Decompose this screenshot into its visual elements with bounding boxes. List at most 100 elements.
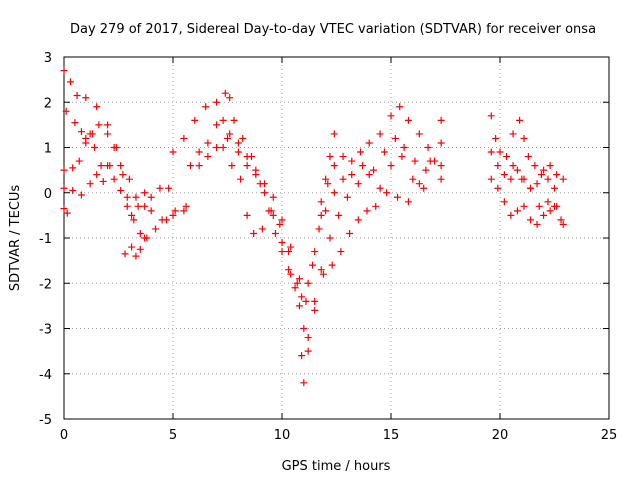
data-point — [202, 103, 210, 111]
data-point — [398, 153, 406, 161]
data-point — [520, 134, 528, 142]
data-point — [77, 128, 85, 136]
data-point — [513, 207, 521, 215]
data-point — [180, 134, 188, 142]
series-arc-5 — [60, 205, 71, 217]
data-point — [267, 207, 275, 215]
x-tick-label: 5 — [169, 428, 177, 443]
data-point — [387, 112, 395, 120]
data-point — [141, 189, 149, 197]
data-point — [509, 130, 517, 138]
data-point — [553, 171, 561, 179]
data-point — [291, 284, 299, 292]
x-tick-labels: 0 5 10 15 20 25 — [60, 428, 617, 443]
data-point — [132, 252, 140, 260]
data-point — [335, 211, 343, 219]
data-point — [415, 180, 423, 188]
data-point — [309, 261, 317, 269]
data-point — [97, 162, 105, 170]
data-point — [533, 180, 541, 188]
data-point — [376, 130, 384, 138]
data-point — [125, 175, 133, 183]
data-point — [324, 180, 332, 188]
data-point — [136, 229, 144, 237]
data-point — [82, 94, 90, 102]
data-point — [400, 144, 408, 151]
data-point — [104, 121, 112, 129]
data-point — [60, 184, 68, 192]
data-point — [387, 162, 395, 170]
data-point — [326, 153, 334, 161]
data-point — [278, 248, 286, 256]
data-point — [346, 229, 354, 237]
y-tick-label: -4 — [39, 368, 52, 383]
data-point — [141, 202, 149, 210]
data-point — [285, 266, 293, 274]
data-point — [226, 94, 234, 102]
data-point — [298, 293, 306, 301]
data-point — [295, 275, 303, 283]
data-point — [546, 162, 554, 170]
data-point — [123, 193, 131, 201]
data-point — [213, 98, 221, 106]
data-point — [559, 175, 567, 183]
data-point — [354, 216, 362, 224]
data-point — [71, 119, 79, 127]
data-point — [311, 306, 319, 314]
x-tick-label: 10 — [274, 428, 291, 443]
data-point — [243, 153, 251, 161]
data-point — [437, 139, 445, 147]
data-point — [204, 139, 212, 147]
series-arc-4 — [60, 162, 114, 199]
data-point — [271, 229, 279, 237]
data-point — [426, 157, 434, 165]
data-point — [363, 207, 371, 215]
data-point — [60, 67, 68, 75]
data-point — [496, 148, 504, 156]
data-point — [317, 198, 325, 206]
data-point — [365, 139, 373, 147]
data-point — [132, 193, 140, 201]
data-point — [252, 166, 260, 174]
data-point — [300, 325, 308, 332]
data-point — [258, 225, 266, 233]
data-point — [82, 139, 90, 147]
y-tick-label: 2 — [44, 96, 52, 111]
data-point — [106, 162, 114, 170]
data-point — [396, 103, 404, 111]
y-tick-label: 1 — [44, 142, 52, 157]
data-point — [322, 175, 330, 183]
data-point — [287, 243, 295, 251]
y-tick-label: 3 — [44, 51, 52, 66]
data-point — [559, 220, 567, 228]
data-point — [535, 202, 543, 210]
data-point — [93, 103, 101, 111]
data-point — [304, 334, 312, 342]
data-point — [295, 302, 303, 310]
data-point — [128, 211, 136, 219]
data-point — [243, 162, 251, 170]
y-axis-label: SDTVAR / TECUs — [8, 185, 23, 292]
data-point — [230, 116, 238, 124]
data-point — [359, 162, 367, 170]
data-point — [219, 116, 227, 124]
data-point — [531, 162, 539, 170]
data-point — [328, 261, 336, 269]
data-point — [503, 153, 511, 161]
data-point — [195, 162, 203, 170]
data-point — [60, 205, 68, 213]
data-point — [186, 162, 194, 170]
data-point — [315, 225, 323, 233]
data-point — [304, 279, 312, 287]
x-tick-label: 15 — [383, 428, 400, 443]
data-point — [330, 130, 338, 138]
data-point — [540, 211, 548, 219]
data-point — [169, 211, 177, 219]
data-point — [370, 166, 378, 174]
data-point — [104, 130, 112, 138]
data-point — [540, 166, 548, 174]
data-point — [69, 164, 77, 172]
x-axis-label: GPS time / hours — [282, 459, 391, 474]
data-point — [348, 171, 356, 179]
data-point — [278, 239, 286, 247]
